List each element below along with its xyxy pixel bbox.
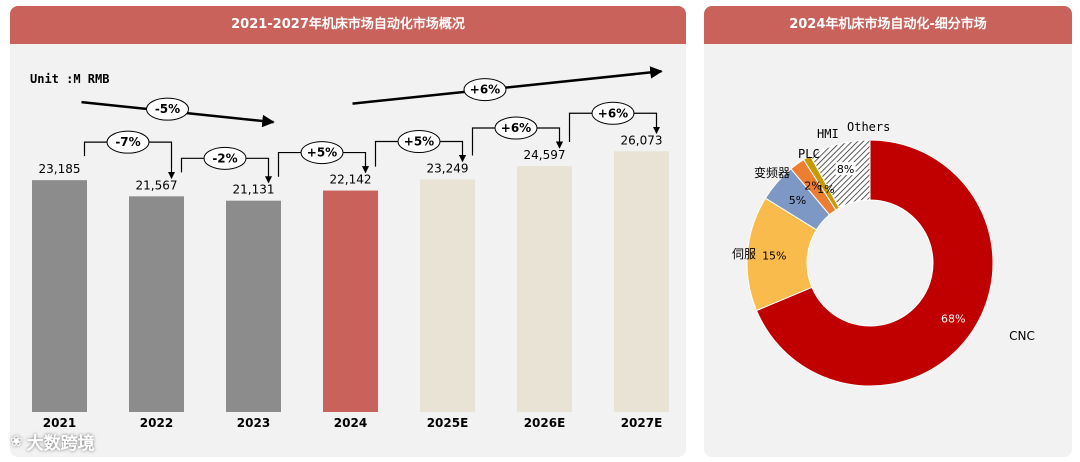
svg-text:+5%: +5% [404,135,434,149]
bar-2023 [226,200,281,412]
svg-text:+6%: +6% [501,121,531,135]
category-label: 2025E [427,416,469,430]
growth-badge: +5% [397,130,441,154]
slice-category-label: 变频器 [754,165,790,180]
category-label: 2026E [524,416,566,430]
bar-value-label: 21,567 [136,178,178,192]
segment-title: 2024年机床市场自动化-细分市场 [704,6,1072,44]
slice-category-label: CNC [1009,329,1035,343]
slice-percent-label: 5% [789,194,806,207]
svg-text:-2%: -2% [212,151,237,165]
category-label: 2027E [621,416,663,430]
bar-2027E [614,151,669,412]
others-percent-backdrop [835,162,856,176]
source-watermark: ❀ 大数跨境 [10,426,95,456]
slice-CNC [755,139,994,387]
brand-logo-icon: ❀ [10,432,23,450]
bar-value-label: 21,131 [233,183,275,197]
bar-value-label: 26,073 [621,133,663,147]
svg-text:+6%: +6% [598,106,628,120]
segment-panel: 2024年机床市场自动化-细分市场 68% 15% 5% 2% 1% 8% CNC 伺服 变频器… [704,6,1072,457]
svg-text:+5%: +5% [307,146,337,160]
category-label: 2022 [140,416,173,430]
segment-donut-chart: 68% 15% 5%2%1%8% CNC 伺服 变频器 PLC HMI Others [732,120,1035,387]
growth-badge: -2% [203,146,247,170]
svg-text:-7%: -7% [115,135,140,149]
bar-value-label: 24,597 [524,148,566,162]
slice-percent-label: 15% [762,249,786,262]
growth-badge: -7% [106,130,150,154]
growth-badge: +6% [494,116,538,140]
slice-category-label: Others [847,120,890,134]
bar-2025E [420,179,475,412]
trend-badge-growth: +6% [463,78,507,102]
slice-percent-label: 68% [941,312,965,325]
slice-percent-label: 1% [817,183,834,196]
category-label: 2023 [237,416,270,430]
category-label: 2021 [43,416,76,430]
slice-category-label: 伺服 [732,247,756,261]
bar-value-label: 23,249 [427,162,469,176]
growth-badge: +6% [591,101,635,125]
growth-badge: +5% [300,141,344,165]
bar-2024 [323,190,378,412]
trend-badge-decline: -5% [146,97,189,121]
bar-2022 [129,196,184,412]
slice-category-label: HMI [817,127,839,141]
slice-category-label: PLC [798,147,820,161]
trend-arrow-growth [352,66,663,105]
market-overview-chart: Unit :M RMB -5% +6% 23,185 2021 21,567 2022 2… [30,66,669,430]
slice-percent-label: 8% [837,163,854,176]
svg-text:+6%: +6% [470,83,500,97]
bar-2021 [32,180,87,412]
market-overview-title: 2021-2027年机床市场自动化市场概况 [10,6,686,44]
svg-text:-5%: -5% [155,102,180,116]
slice-percent-label: 2% [804,180,821,193]
category-label: 2024 [334,416,367,430]
bar-value-label: 22,142 [330,173,372,187]
market-overview-panel: 2021-2027年机床市场自动化市场概况 Unit :M RMB -5% +6%… [10,6,686,457]
source-watermark-text: 大数跨境 [26,433,95,454]
bar-value-label: 23,185 [39,162,81,176]
bar-2026E [517,166,572,412]
unit-label: Unit :M RMB [30,72,109,86]
